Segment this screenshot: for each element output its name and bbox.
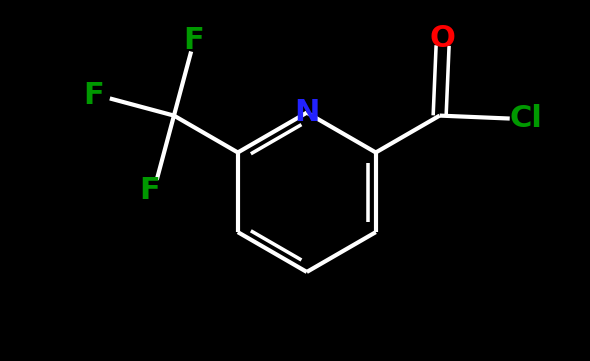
Text: O: O <box>430 24 455 53</box>
Text: F: F <box>139 176 160 205</box>
Text: F: F <box>83 81 104 110</box>
Text: F: F <box>183 26 205 55</box>
Text: N: N <box>294 98 320 127</box>
Text: Cl: Cl <box>510 104 543 133</box>
